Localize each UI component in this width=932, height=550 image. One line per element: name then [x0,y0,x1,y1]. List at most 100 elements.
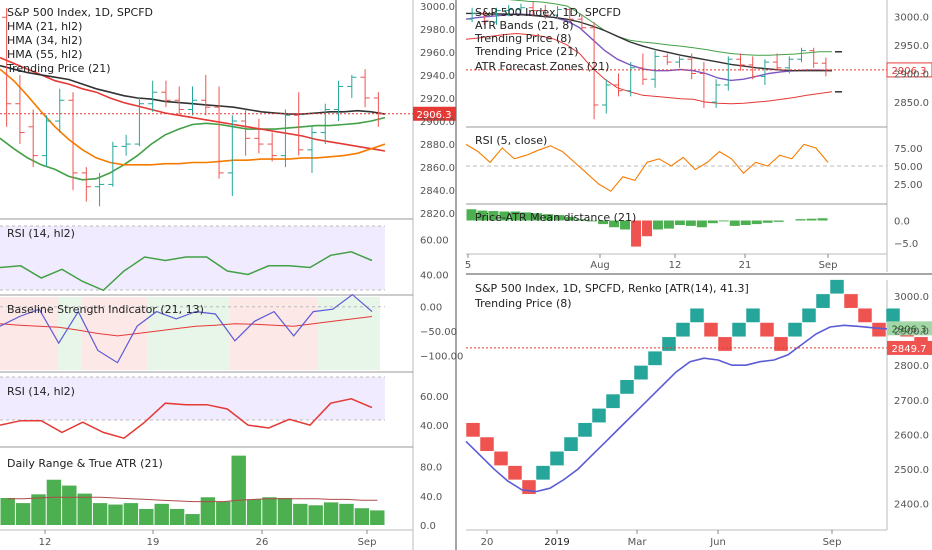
renko-brick [871,322,887,338]
renko-ytick: 2900.0 [894,327,929,338]
left-atr-bar [139,508,154,525]
renko-legend-title: S&P 500 Index, 1D, SPCFD, Renko [ATR(14)… [475,282,749,295]
left-main-price-label: 2906.3 [417,110,452,121]
renko-brick [885,307,901,323]
renko-brick [675,322,691,338]
left-atr-bar [154,503,169,525]
tr-pamd-bar [740,220,751,225]
renko-brick [633,365,649,380]
left-atr-legend: Daily Range & True ATR (21) [7,457,163,470]
renko-brick [801,307,817,323]
tr-pamd-bar [598,220,609,225]
left-main-legend-hma34: HMA (34, hl2) [7,34,82,47]
left-bsi-zone [230,297,318,370]
left-rsi2-band [0,377,385,420]
left-atr-bar [200,497,216,525]
tr-rsi-legend: RSI (5, close) [475,134,547,147]
left-main-hma34-line [0,56,386,152]
tr-pamd-bar [806,218,817,221]
tr-pamd-bar [696,220,707,228]
tr-pamd-bar [609,220,620,228]
tr-pamd-bar [576,219,587,221]
renko-brick [577,422,593,438]
tr-pamd-bar [521,212,532,221]
renko-ytick: 2500.0 [894,465,929,476]
left-rsi1-line [0,251,373,292]
renko-brick [605,393,621,409]
renko-brick [829,279,845,295]
left-rsi1-ytick: 60.00 [420,236,449,247]
renko-brick [857,307,873,323]
tr-pamd-bar [685,220,696,226]
left-rsi1-legend: RSI (14, hl2) [7,227,75,240]
renko-brick [759,322,775,338]
left-atr-bar [246,499,262,525]
tr-main-price-tag [886,62,932,78]
tr-pamd-bar [499,211,510,221]
left-rsi2-ytick: 60.00 [420,392,449,403]
tr-main-legend-trend8: Trending Price (8) [474,32,572,45]
tr-pamd-bar [532,213,543,221]
left-bsi-ytick: −100.00 [420,351,463,362]
tr-pamd-bar [795,219,806,221]
renko-brick [647,350,663,366]
renko-brick [619,379,635,395]
tr-main-atr-upper-line [508,0,832,56]
tr-xtick: 12 [669,260,682,271]
left-main-legend-hma55: HMA (55, hl2) [7,48,82,61]
left-atr-bar [123,503,139,525]
left-atr-bar [354,508,370,525]
left-atr-bar [15,503,31,525]
left-atr-bar [77,493,92,525]
tr-main-legend-forecast: ATR Forecast Zones (21) [475,60,609,73]
renko-xtick: 2019 [544,537,569,548]
left-main-ytick: 2940.0 [420,71,455,82]
tr-pamd-bar [510,211,521,221]
left-rsi2-legend: RSI (14, hl2) [7,385,75,398]
tr-xtick: Sep [819,260,838,271]
left-atr-bar [185,514,200,525]
renko-brick [507,465,523,481]
left-main-hma55-line [0,68,386,166]
renko-brick [661,336,677,352]
left-atr-bar [308,505,323,525]
left-atr-bar [62,485,77,525]
left-main-ytick: 2840.0 [420,186,455,197]
renko-xtick: 20 [481,537,494,548]
tr-rsi-ytick: 25.00 [894,180,923,191]
tr-main-ytick: 2950.0 [894,41,929,52]
tr-pamd-bar [652,220,663,230]
renko-brick [731,322,747,338]
renko-trend8-line [465,324,914,493]
tr-main-legend-title: S&P 500 Index, 1D, SPCFD [475,6,621,19]
left-rsi1-band [0,226,385,290]
left-bsi-zone [58,297,82,370]
renko-brick [745,307,761,323]
renko-brick [563,436,579,452]
left-bsi-ytick: −50.00 [420,327,457,338]
left-xtick: Sep [358,537,377,548]
renko-price-label2: 2849.7 [892,344,927,355]
renko-brick [591,408,607,423]
left-atr-bar [92,503,108,525]
renko-brick [843,293,859,309]
renko-xtick: Sep [823,537,842,548]
left-bsi-zone [318,297,380,370]
renko-price-tag2 [887,340,932,355]
renko-price-label: 2906.3 [892,324,927,335]
tr-pamd-bar [620,220,631,230]
left-atr-bar [370,510,385,525]
renko-brick [787,322,803,338]
tr-rsi-ytick: 75.00 [894,144,923,155]
left-main-ytick: 2980.0 [420,25,455,36]
tr-xtick: 5 [465,260,471,271]
left-xtick: 19 [147,537,160,548]
renko-xtick: Mar [628,537,648,548]
left-main-legend: S&P 500 Index, 1D, SPCFD HMA (21, hl2) H… [6,6,153,75]
tr-pamd-bar [817,218,828,221]
tr-pamd-bar [466,209,477,221]
left-bsi-zone [0,297,58,370]
renko-ytick: 3000.0 [894,292,929,303]
tr-main-atr-lower-line [465,32,833,105]
tr-main-trend21-line [466,12,832,72]
